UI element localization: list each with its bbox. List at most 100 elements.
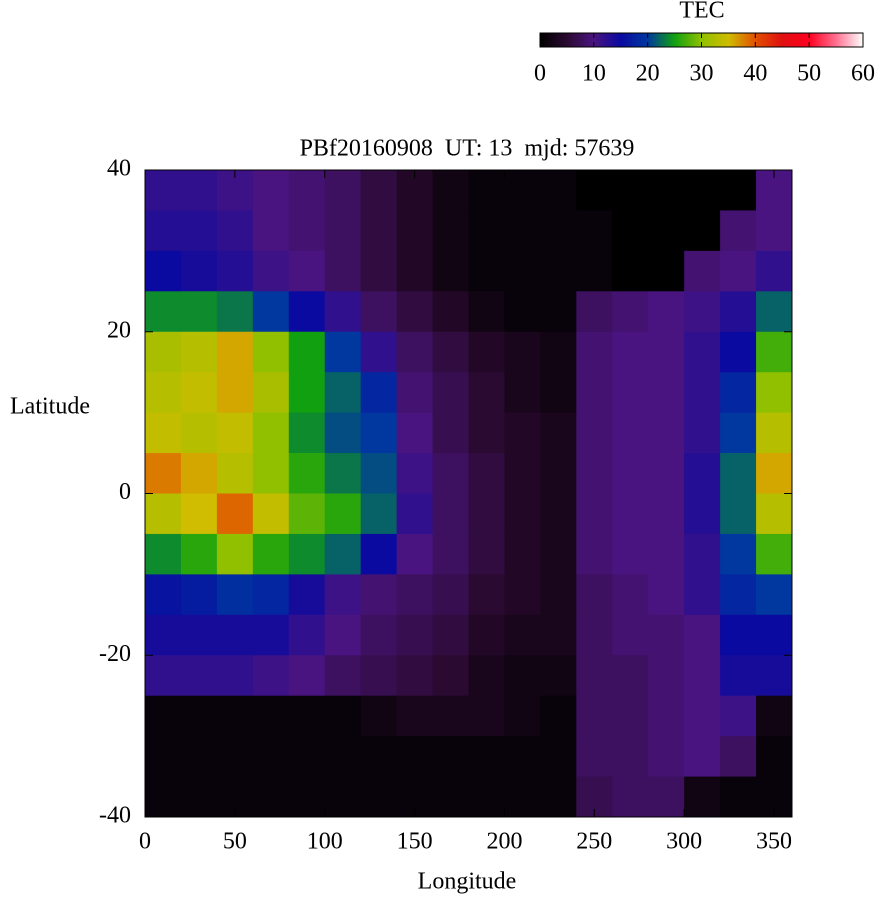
heatmap-cell (684, 533, 721, 575)
heatmap-cell (324, 614, 362, 656)
heatmap-cell (648, 170, 685, 211)
heatmap-cell (720, 695, 757, 737)
x-tick-label: 250 (576, 829, 612, 855)
heatmap-cell (504, 250, 541, 292)
heatmap-cell (432, 533, 469, 575)
heatmap-cell (540, 736, 577, 778)
heatmap-cell (540, 412, 577, 454)
heatmap-cell (252, 655, 290, 697)
heatmap-cell (145, 736, 182, 778)
heatmap-cell (396, 210, 434, 252)
heatmap-cell (288, 776, 326, 818)
heatmap-cell (432, 574, 469, 616)
heatmap-cell (180, 695, 218, 737)
heatmap-cell (216, 533, 254, 575)
heatmap-cell (684, 210, 721, 252)
heatmap-cell (612, 412, 649, 454)
heatmap-cell (684, 250, 721, 292)
heatmap-cell (504, 695, 541, 737)
heatmap-cell (252, 331, 290, 373)
heatmap-cell (756, 210, 793, 252)
heatmap-cell (432, 614, 469, 656)
heatmap-cell (612, 170, 649, 211)
heatmap-cell (720, 736, 757, 778)
heatmap-cell (468, 695, 505, 737)
heatmap-cell (288, 695, 326, 737)
heatmap-cell (684, 453, 721, 494)
heatmap-cell (756, 614, 793, 656)
heatmap-cell (396, 614, 434, 656)
heatmap-cell (648, 412, 685, 454)
heatmap-cell (396, 655, 434, 697)
heatmap-cell (180, 210, 218, 252)
heatmap-cell (648, 453, 685, 494)
heatmap-cell (720, 372, 757, 414)
heatmap-cell (145, 574, 182, 616)
heatmap-cell (504, 210, 541, 252)
heatmap-cell (576, 736, 613, 778)
heatmap-cell (720, 776, 757, 818)
heatmap-cell (145, 170, 182, 211)
heatmap-cell (252, 493, 290, 535)
heatmap-cell (720, 574, 757, 616)
heatmap-cell (252, 574, 290, 616)
heatmap-cell (252, 533, 290, 575)
heatmap-cell (504, 776, 541, 818)
heatmap-cell (288, 533, 326, 575)
heatmap-cell (504, 331, 541, 373)
heatmap-cell (396, 533, 434, 575)
heatmap-cell (612, 372, 649, 414)
heatmap-cell (216, 453, 254, 494)
heatmap-cell (288, 210, 326, 252)
colorbar-tick-label: 30 (690, 61, 714, 87)
heatmap-cell (145, 655, 182, 697)
heatmap-cell (684, 412, 721, 454)
heatmap-cell (684, 331, 721, 373)
heatmap-cell (252, 372, 290, 414)
heatmap-cell (216, 493, 254, 535)
heatmap-cell (648, 250, 685, 292)
heatmap-cell (720, 210, 757, 252)
y-tick-label: 0 (119, 479, 131, 505)
heatmap-cell (180, 574, 218, 616)
heatmap-cell (504, 574, 541, 616)
heatmap-cell (648, 695, 685, 737)
heatmap-cell (324, 493, 362, 535)
heatmap-cell (288, 372, 326, 414)
x-axis-label: Longitude (418, 869, 517, 895)
heatmap-cell (756, 655, 793, 697)
heatmap-cell (216, 574, 254, 616)
heatmap-cell (648, 331, 685, 373)
heatmap-cell (145, 331, 182, 373)
heatmap-cell (145, 533, 182, 575)
heatmap-cell (576, 574, 613, 616)
heatmap-cell (360, 493, 398, 535)
heatmap-cell (756, 533, 793, 575)
heatmap-cell (324, 291, 362, 333)
y-tick-label: -40 (99, 803, 131, 829)
heatmap-cell (756, 695, 793, 737)
colorbar-label: TEC (679, 0, 724, 24)
heatmap-cell (684, 695, 721, 737)
heatmap-cell (288, 614, 326, 656)
heatmap-cell (396, 291, 434, 333)
heatmap-cell (180, 291, 218, 333)
heatmap-cell (324, 533, 362, 575)
heatmap-cell (360, 655, 398, 697)
heatmap-cell (145, 695, 182, 737)
heatmap-cell (720, 533, 757, 575)
heatmap-cell (145, 291, 182, 333)
heatmap-cell (468, 655, 505, 697)
colorbar-tick-label: 20 (636, 61, 660, 87)
heatmap-cell (504, 493, 541, 535)
heatmap-cell (540, 493, 577, 535)
heatmap-cell (216, 291, 254, 333)
heatmap-cell (540, 170, 577, 211)
heatmap-cell (468, 453, 505, 494)
heatmap-cell (432, 776, 469, 818)
heatmap-cell (576, 372, 613, 414)
heatmap-cell (396, 412, 434, 454)
heatmap-cell (576, 291, 613, 333)
heatmap-cell (756, 412, 793, 454)
heatmap-cell (360, 736, 398, 778)
